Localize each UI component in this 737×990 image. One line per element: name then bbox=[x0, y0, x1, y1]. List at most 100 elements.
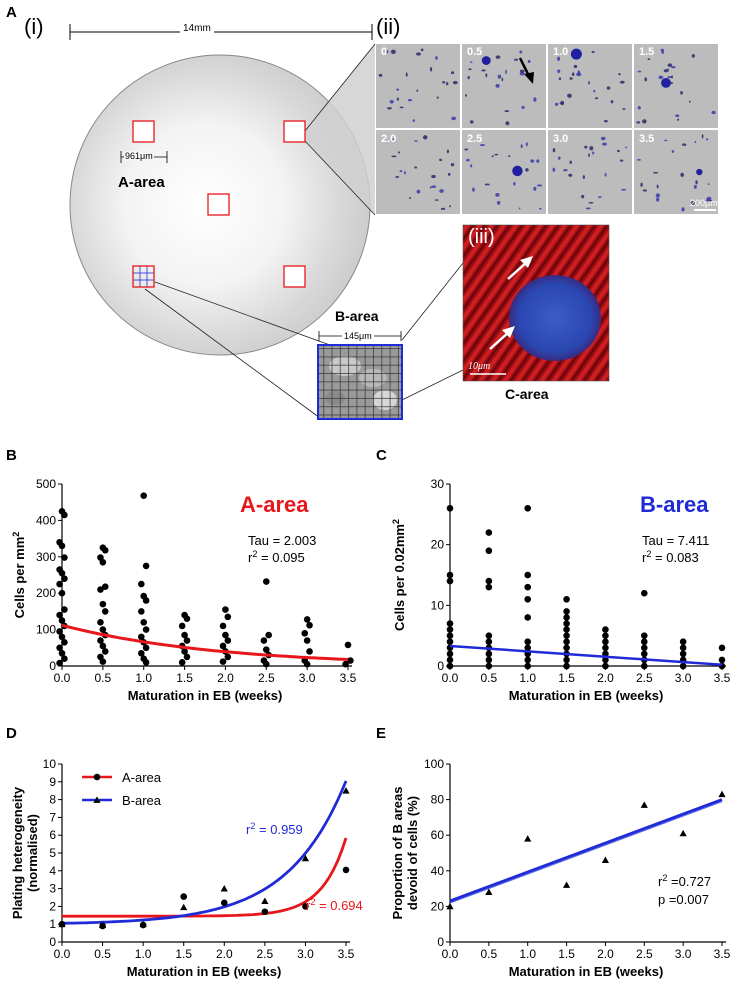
data-point bbox=[142, 626, 150, 633]
data-point bbox=[142, 659, 150, 666]
data-point bbox=[56, 611, 63, 619]
data-point bbox=[446, 571, 454, 579]
r2-a-area: r2 = 0.694 bbox=[306, 897, 363, 913]
thumb-label: 3.5 bbox=[639, 133, 655, 145]
data-point bbox=[485, 577, 493, 585]
thumb-label: 3.0 bbox=[553, 133, 569, 145]
data-point bbox=[562, 881, 571, 888]
b-area-image bbox=[317, 344, 403, 420]
y-tick-label: 8 bbox=[49, 793, 56, 807]
thumb-label: 0.5 bbox=[467, 46, 483, 58]
data-point bbox=[303, 660, 311, 668]
data-point bbox=[602, 662, 609, 670]
data-point bbox=[97, 619, 104, 626]
data-point bbox=[58, 920, 66, 928]
data-point bbox=[485, 547, 493, 555]
chart-panel-e: 0.0 0.5 1.0 1.5 2.0 2.5 3.0 3.5 0 20 40 60 80 100 Matu… bbox=[376, 725, 731, 979]
x-tick-label: 3.5 bbox=[714, 947, 731, 961]
data-point bbox=[446, 577, 454, 585]
data-point bbox=[718, 790, 726, 798]
data-point bbox=[101, 583, 109, 590]
data-point bbox=[138, 633, 145, 641]
data-point bbox=[640, 644, 648, 652]
data-point bbox=[640, 801, 648, 808]
y-axis-title: Plating heterogeneity bbox=[10, 786, 25, 919]
subpanel-ii-label: (ii) bbox=[376, 14, 401, 39]
x-tick-label: 2.0 bbox=[597, 671, 614, 685]
panel-a-illustration bbox=[69, 24, 718, 420]
data-point bbox=[99, 658, 107, 665]
data-point bbox=[446, 656, 454, 664]
data-point bbox=[140, 619, 148, 626]
stat-tau: Tau = 7.411 bbox=[642, 533, 709, 548]
data-point bbox=[563, 632, 570, 639]
data-point bbox=[602, 632, 609, 639]
data-point bbox=[718, 656, 726, 664]
c-area-image bbox=[462, 224, 610, 382]
x-tick-label: 3.0 bbox=[299, 671, 316, 685]
x-tick-label: 1.0 bbox=[519, 947, 536, 961]
data-point bbox=[61, 575, 68, 582]
x-tick-label: 0.5 bbox=[481, 947, 498, 961]
data-point bbox=[485, 888, 493, 896]
stat-r2: r2 =0.727 bbox=[658, 873, 711, 889]
data-point bbox=[306, 621, 313, 629]
data-point bbox=[563, 644, 570, 652]
y-tick-label: 10 bbox=[43, 757, 57, 771]
data-point bbox=[224, 653, 232, 661]
data-point bbox=[93, 773, 101, 781]
scale-bar-14mm bbox=[69, 24, 373, 40]
scale-label-14mm: 14mm bbox=[180, 23, 214, 34]
a-area-square-bottom-right bbox=[283, 265, 306, 288]
x-tick-label: 2.0 bbox=[597, 947, 614, 961]
x-tick-label: 1.0 bbox=[519, 671, 536, 685]
data-point bbox=[180, 893, 188, 900]
x-tick-label: 2.5 bbox=[258, 671, 275, 685]
x-tick-label: 3.5 bbox=[338, 947, 355, 961]
data-point bbox=[261, 908, 269, 916]
scale-label-200um: 200μm bbox=[690, 198, 718, 208]
data-point bbox=[222, 606, 229, 613]
stat-p: p =0.007 bbox=[658, 892, 709, 907]
fit-line-band bbox=[449, 801, 723, 904]
x-tick-label: 1.5 bbox=[558, 947, 575, 961]
a-area-label: A-area bbox=[118, 174, 165, 191]
data-point bbox=[99, 626, 107, 633]
data-point bbox=[679, 662, 687, 670]
x-tick-label: 2.0 bbox=[216, 947, 233, 961]
data-point bbox=[342, 660, 349, 668]
data-point bbox=[524, 656, 532, 664]
stat-r2: r2 = 0.083 bbox=[642, 549, 699, 565]
data-point bbox=[446, 620, 454, 627]
microscopy-thumbnail bbox=[462, 130, 546, 214]
panel-letter-e: E bbox=[376, 725, 386, 742]
data-point bbox=[342, 866, 350, 874]
a-area-square-center bbox=[207, 193, 230, 216]
data-point bbox=[679, 829, 687, 837]
data-point bbox=[58, 569, 66, 577]
data-point bbox=[601, 856, 610, 863]
y-tick-label: 1 bbox=[49, 917, 56, 931]
data-point bbox=[563, 638, 570, 646]
stat-tau: Tau = 2.003 bbox=[248, 533, 316, 548]
y-tick-label: 6 bbox=[49, 828, 56, 842]
chart-area-title: B-area bbox=[640, 492, 709, 517]
data-point bbox=[56, 644, 63, 652]
x-axis-title: Maturation in EB (weeks) bbox=[127, 964, 282, 979]
panel-letter-c: C bbox=[376, 447, 387, 464]
data-point bbox=[602, 638, 609, 646]
data-point bbox=[140, 492, 148, 499]
y-tick-label: 300 bbox=[36, 550, 56, 564]
data-point bbox=[98, 921, 107, 928]
y-tick-label: 20 bbox=[431, 899, 445, 913]
callout-line-c bbox=[401, 262, 464, 341]
data-point bbox=[640, 662, 648, 670]
x-tick-label: 0.0 bbox=[442, 947, 459, 961]
data-point bbox=[640, 638, 648, 646]
x-tick-label: 3.0 bbox=[297, 947, 314, 961]
data-point bbox=[101, 648, 109, 655]
legend-label-a-area: A-area bbox=[122, 770, 162, 785]
data-point bbox=[640, 589, 648, 597]
data-point bbox=[265, 631, 272, 639]
data-point bbox=[446, 626, 454, 633]
